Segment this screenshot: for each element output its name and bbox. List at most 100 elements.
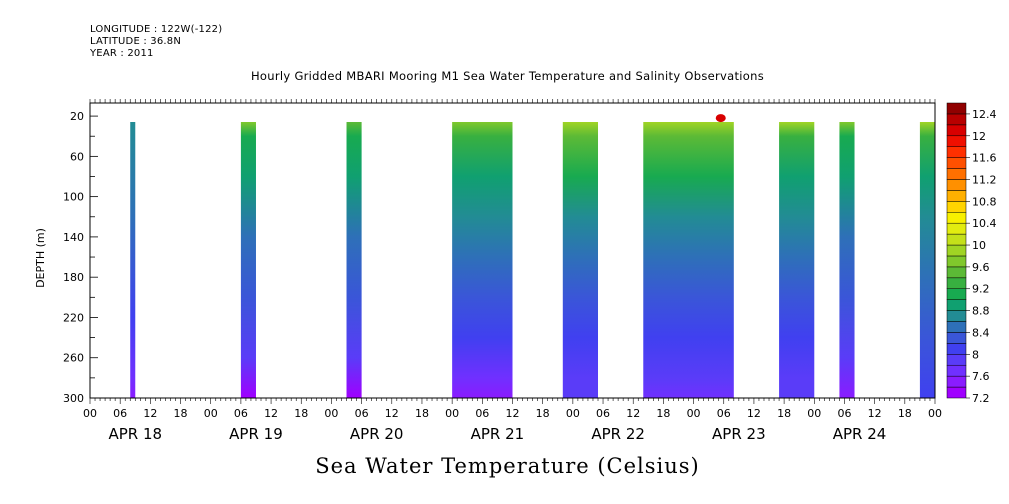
y-tick-label: 260	[63, 352, 84, 365]
colorbar-swatch	[946, 332, 967, 344]
colorbar-label: 12.4	[972, 108, 997, 121]
colorbar-swatch	[946, 266, 967, 279]
colorbar-swatch	[946, 179, 967, 191]
data-segment	[839, 122, 855, 398]
x-tick-label: 06	[355, 407, 369, 420]
colorbar-swatch	[946, 343, 967, 355]
colorbar-swatch	[946, 102, 967, 115]
x-tick-label: 12	[868, 407, 882, 420]
colorbar-label: 10	[972, 239, 986, 252]
x-tick-label: 06	[596, 407, 610, 420]
colorbar-label: 7.6	[972, 370, 990, 383]
y-tick-label: 300	[63, 392, 84, 405]
colorbar-swatch	[946, 124, 967, 137]
colorbar-label: 8.4	[972, 326, 990, 339]
y-axis-label: DEPTH (m)	[34, 228, 47, 288]
x-tick-label: 06	[717, 407, 731, 420]
y-tick-label: 220	[63, 311, 84, 324]
colorbar-swatch	[946, 244, 967, 257]
colorbar-swatch	[946, 212, 967, 224]
day-label: APR 18	[108, 425, 162, 443]
chart-caption: Sea Water Temperature (Celsius)	[315, 454, 700, 478]
x-tick-label: 18	[415, 407, 429, 420]
day-label: APR 20	[350, 425, 404, 443]
x-tick-label: 18	[536, 407, 550, 420]
x-tick-label: 00	[445, 407, 459, 420]
x-tick-label: 12	[747, 407, 761, 420]
data-segment	[562, 122, 599, 398]
colorbar-swatch	[946, 386, 967, 399]
plot-frame	[89, 99, 936, 404]
colorbar: 12.4 12 11.6 11.2 10.8 10.4 10 9.6 9.2 8.8 8.4 8 7.6…	[946, 102, 997, 405]
time-axis: 00 06 12 18 00 06 12 18 00 06 12 18 00 06 12 18 00 06 12 18…	[83, 407, 942, 443]
colorbar-swatch	[946, 364, 967, 377]
x-tick-label: 00	[204, 407, 218, 420]
x-tick-label: 00	[83, 407, 97, 420]
data-segment	[643, 122, 734, 398]
x-tick-label: 12	[626, 407, 640, 420]
x-tick-label: 06	[837, 407, 851, 420]
x-tick-label: 12	[143, 407, 157, 420]
colorbar-label: 9.2	[972, 283, 990, 296]
data-segment	[779, 122, 815, 398]
x-tick-label: 12	[506, 407, 520, 420]
x-tick-label: 18	[174, 407, 188, 420]
y-tick-label: 140	[63, 231, 84, 244]
colorbar-label: 10.8	[972, 195, 997, 208]
x-tick-label: 06	[113, 407, 127, 420]
colorbar-swatch	[946, 201, 967, 213]
colorbar-swatch	[946, 354, 967, 366]
day-label: APR 22	[591, 425, 645, 443]
y-tick-label: 20	[70, 110, 84, 123]
x-tick-label: 18	[294, 407, 308, 420]
x-tick-label: 00	[566, 407, 580, 420]
y-tick-label: 60	[70, 150, 84, 163]
depth-axis: 20 60 100 140 180 220 260 300	[63, 110, 98, 405]
data-segments	[130, 114, 935, 398]
colorbar-swatch	[946, 310, 967, 322]
colorbar-label: 8.8	[972, 305, 990, 318]
day-label: APR 24	[833, 425, 887, 443]
year-label: YEAR : 2011	[90, 48, 154, 59]
colorbar-label: 11.2	[972, 173, 997, 186]
day-label: APR 19	[229, 425, 283, 443]
data-segment	[240, 122, 256, 398]
colorbar-label: 12	[972, 130, 986, 143]
longitude-label: LONGITUDE : 122W(-122)	[90, 24, 223, 35]
colorbar-label: 9.6	[972, 261, 990, 274]
latitude-label: LATITUDE : 36.8N	[90, 36, 182, 47]
colorbar-swatch	[946, 299, 967, 311]
x-tick-label: 18	[777, 407, 791, 420]
colorbar-swatch	[946, 233, 967, 246]
colorbar-swatch	[946, 277, 967, 289]
colorbar-label: 11.6	[972, 152, 997, 165]
warm-patch-mark	[715, 114, 726, 123]
colorbar-swatch	[946, 288, 967, 300]
day-label: APR 21	[471, 425, 525, 443]
data-segment	[346, 122, 362, 398]
y-tick-label: 180	[63, 271, 84, 284]
data-segment	[130, 122, 136, 398]
colorbar-swatch	[946, 113, 967, 126]
colorbar-swatch	[946, 375, 967, 388]
colorbar-swatch	[946, 157, 967, 169]
colorbar-label: 8	[972, 348, 979, 361]
colorbar-swatch	[946, 321, 967, 333]
data-segment	[452, 122, 513, 398]
x-tick-label: 12	[264, 407, 278, 420]
x-tick-label: 00	[928, 407, 942, 420]
x-tick-label: 00	[807, 407, 821, 420]
y-tick-label: 100	[63, 191, 84, 204]
data-segment	[919, 122, 935, 398]
colorbar-swatch	[946, 190, 967, 202]
colorbar-swatch	[946, 222, 967, 235]
x-tick-label: 18	[656, 407, 670, 420]
x-tick-label: 06	[234, 407, 248, 420]
x-tick-label: 18	[898, 407, 912, 420]
colorbar-swatch	[946, 135, 967, 147]
x-tick-label: 06	[475, 407, 489, 420]
x-tick-label: 12	[385, 407, 399, 420]
x-tick-label: 00	[687, 407, 701, 420]
day-label: APR 23	[712, 425, 766, 443]
